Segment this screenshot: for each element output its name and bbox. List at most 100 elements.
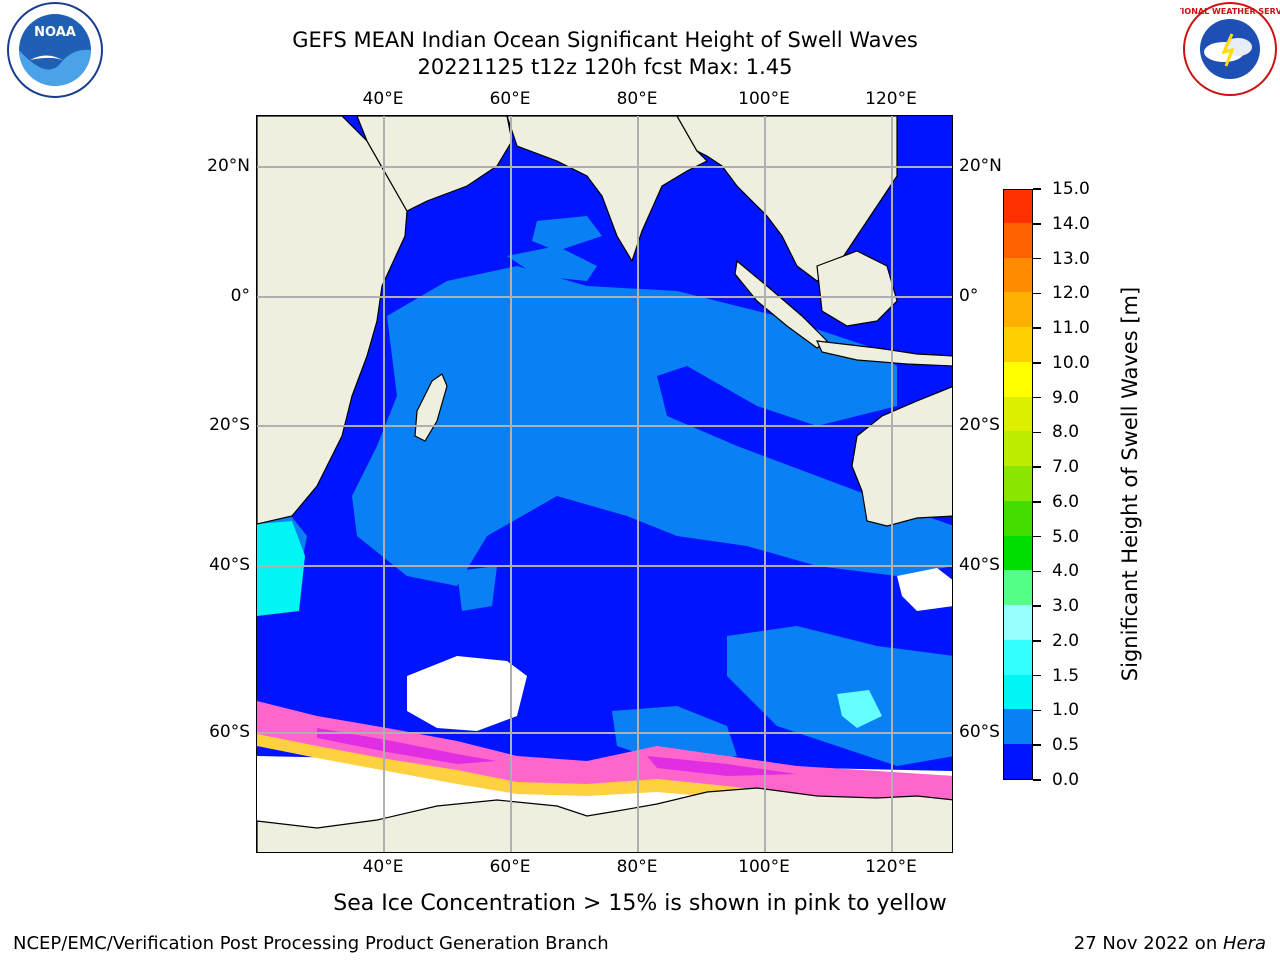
colorbar-tick-label: 4.0 bbox=[1052, 561, 1080, 582]
swell-0.5-1.0-region bbox=[507, 246, 597, 281]
colorbar-tick bbox=[1033, 257, 1041, 260]
lon-label-top: 120°E bbox=[865, 89, 917, 109]
date-stamp-text: 27 Nov 2022 on bbox=[1073, 933, 1223, 954]
lon-label-bottom: 80°E bbox=[616, 857, 658, 877]
colorbar-tick bbox=[1033, 292, 1041, 295]
colorbar-tick-label: 8.0 bbox=[1052, 422, 1080, 443]
lat-label-left: 40°S bbox=[209, 555, 250, 575]
colorbar-tick-label: 14.0 bbox=[1052, 213, 1090, 234]
madagascar-land bbox=[414, 373, 448, 442]
colorbar-tick-label: 13.0 bbox=[1052, 248, 1090, 269]
lat-label-left: 0° bbox=[230, 286, 250, 306]
graticule bbox=[257, 116, 952, 852]
arabia-land bbox=[356, 116, 513, 212]
colorbar-tick-label: 0.0 bbox=[1052, 770, 1080, 790]
indonesia-land bbox=[816, 340, 952, 367]
colorbar-tick bbox=[1033, 674, 1041, 677]
host-name: Hera bbox=[1222, 933, 1266, 954]
swell-1.0-1.5-region bbox=[257, 521, 305, 616]
lat-label-right: 40°S bbox=[959, 555, 1000, 575]
southeast-asia-land bbox=[676, 116, 898, 282]
colorbar-tick-label: 6.0 bbox=[1052, 491, 1080, 512]
sea-ice-magenta bbox=[647, 756, 797, 776]
colorbar bbox=[1003, 189, 1033, 780]
lat-label-right: 20°N bbox=[959, 156, 1002, 176]
australia-land bbox=[851, 386, 952, 527]
lon-label-bottom: 100°E bbox=[738, 857, 790, 877]
lon-label-bottom: 60°E bbox=[489, 857, 531, 877]
colorbar-segment bbox=[1004, 604, 1032, 640]
colorbar-tick bbox=[1033, 744, 1041, 746]
nws-logo: NATIONAL WEATHER SERVICE bbox=[1180, 2, 1280, 96]
colorbar-segment bbox=[1004, 430, 1032, 467]
colorbar-tick bbox=[1033, 362, 1041, 364]
colorbar-tick-label: 1.5 bbox=[1052, 665, 1080, 686]
lon-label-top: 40°E bbox=[362, 89, 404, 109]
colorbar-segment bbox=[1004, 569, 1032, 606]
colorbar-segment bbox=[1004, 291, 1032, 328]
colorbar-segment bbox=[1004, 257, 1032, 293]
colorbar-segment bbox=[1004, 743, 1032, 779]
colorbar-tick-label: 1.0 bbox=[1052, 700, 1080, 721]
credit-text: NCEP/EMC/Verification Post Processing Pr… bbox=[13, 933, 609, 954]
colorbar-tick-label: 0.5 bbox=[1052, 735, 1080, 756]
map-panel bbox=[256, 115, 953, 853]
colorbar-tick-label: 15.0 bbox=[1052, 179, 1090, 199]
colorbar-segment bbox=[1004, 326, 1032, 362]
antarctica-land bbox=[257, 787, 952, 852]
sea-ice-magenta bbox=[317, 728, 497, 764]
colorbar-segment bbox=[1004, 709, 1032, 745]
colorbar-tick bbox=[1033, 188, 1041, 190]
lon-label-top: 60°E bbox=[489, 89, 531, 109]
colorbar-tick bbox=[1033, 570, 1041, 573]
sea-ice-note: Sea Ice Concentration > 15% is shown in … bbox=[333, 891, 947, 916]
colorbar-tick-label: 12.0 bbox=[1052, 283, 1090, 304]
colorbar-label: Significant Height of Swell Waves [m] bbox=[1118, 286, 1142, 682]
colorbar-tick bbox=[1033, 640, 1041, 642]
colorbar-tick bbox=[1033, 223, 1041, 225]
date-stamp: 27 Nov 2022 on Hera bbox=[1074, 933, 1266, 954]
swell-0.5-1.0-region bbox=[532, 216, 602, 251]
lat-label-left: 20°N bbox=[207, 156, 250, 176]
swell-1.0-1.5-region bbox=[837, 690, 882, 728]
lon-label-bottom: 120°E bbox=[865, 857, 917, 877]
colorbar-tick bbox=[1033, 501, 1041, 503]
colorbar-tick bbox=[1033, 396, 1041, 399]
colorbar-tick-label: 7.0 bbox=[1052, 457, 1080, 478]
colorbar-tick bbox=[1033, 605, 1041, 607]
svg-text:NATIONAL WEATHER SERVICE: NATIONAL WEATHER SERVICE bbox=[1180, 7, 1280, 16]
colorbar-segment bbox=[1004, 396, 1032, 432]
colorbar-tick-label: 9.0 bbox=[1052, 387, 1080, 408]
colorbar-segment bbox=[1004, 222, 1032, 258]
colorbar-tick-label: 10.0 bbox=[1052, 352, 1090, 373]
colorbar-segment bbox=[1004, 500, 1032, 536]
lat-label-right: 60°S bbox=[959, 722, 1000, 742]
map bbox=[257, 116, 952, 852]
colorbar-segment bbox=[1004, 639, 1032, 675]
lat-label-left: 20°S bbox=[209, 415, 250, 435]
svg-text:NOAA: NOAA bbox=[34, 25, 76, 40]
lon-label-top: 80°E bbox=[616, 89, 658, 109]
chart-subtitle: 20221125 t12z 120h fcst Max: 1.45 bbox=[417, 55, 793, 79]
no-data-area bbox=[897, 568, 952, 611]
lat-label-right: 20°S bbox=[959, 415, 1000, 435]
borneo-land bbox=[816, 250, 898, 327]
chart-title: GEFS MEAN Indian Ocean Significant Heigh… bbox=[292, 28, 918, 52]
lon-label-bottom: 40°E bbox=[362, 857, 404, 877]
noaa-logo: NOAA bbox=[7, 2, 103, 98]
colorbar-tick-label: 5.0 bbox=[1052, 526, 1080, 547]
colorbar-tick-label: 3.0 bbox=[1052, 596, 1080, 617]
colorbar-tick bbox=[1033, 466, 1041, 468]
colorbar-tick-label: 2.0 bbox=[1052, 630, 1080, 651]
swell-0.5-1.0-region bbox=[457, 566, 497, 611]
colorbar-segment bbox=[1004, 465, 1032, 501]
colorbar-tick bbox=[1033, 535, 1041, 538]
lon-label-top: 100°E bbox=[738, 89, 790, 109]
colorbar-segment bbox=[1004, 361, 1032, 397]
lat-label-left: 60°S bbox=[209, 722, 250, 742]
colorbar-tick bbox=[1033, 431, 1041, 434]
colorbar-tick-label: 11.0 bbox=[1052, 318, 1090, 339]
colorbar-tick bbox=[1033, 327, 1041, 329]
colorbar-tick bbox=[1033, 779, 1041, 781]
no-data-area bbox=[407, 656, 527, 731]
